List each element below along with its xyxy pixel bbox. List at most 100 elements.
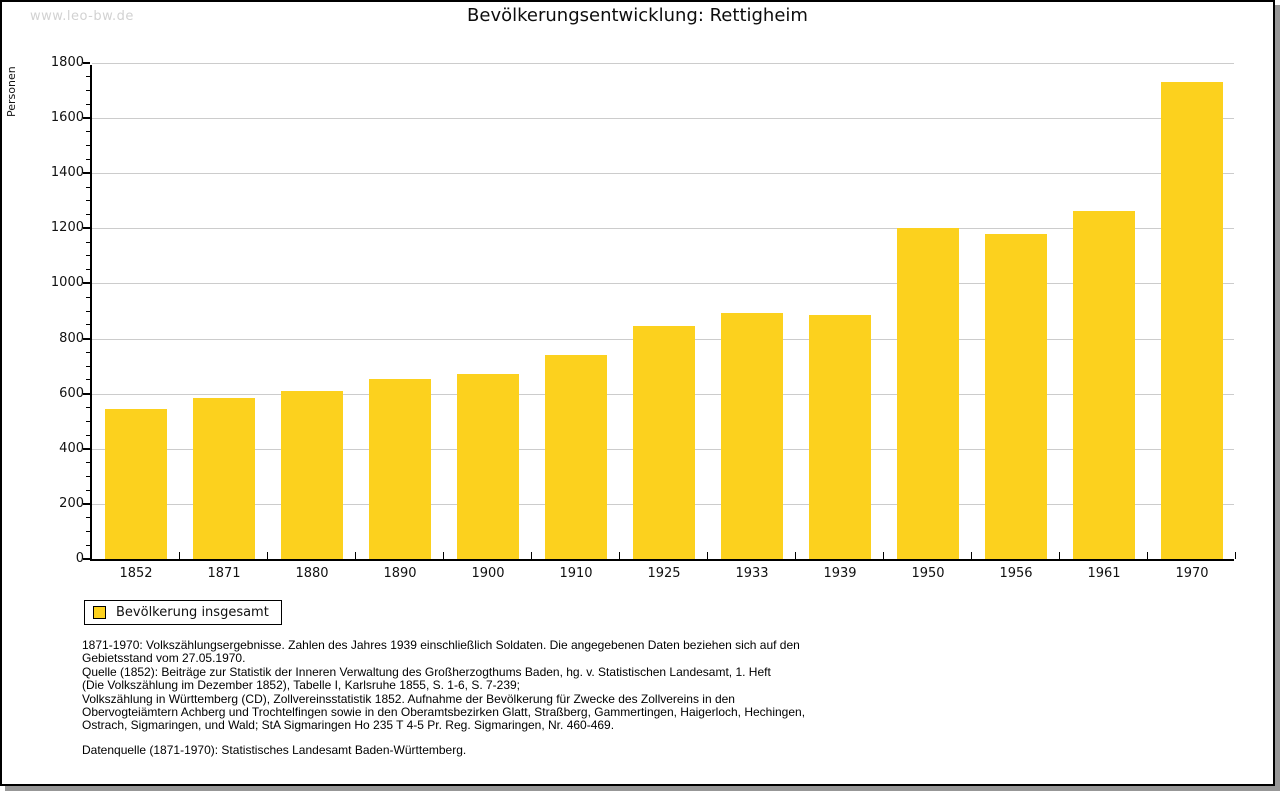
x-tick-label: 1925	[647, 566, 681, 581]
y-tick-label: 600	[59, 385, 84, 401]
y-tick-label: 0	[75, 551, 84, 566]
datasource-line: Datenquelle (1871-1970): Statistisches L…	[82, 743, 467, 757]
y-minor-tick	[86, 158, 90, 160]
x-tick-label: 1933	[735, 566, 769, 581]
footnote-line: Quelle (1852): Beiträge zur Statistik de…	[82, 664, 771, 679]
y-minor-tick	[86, 214, 90, 216]
footnote-line: Gebietsstand vom 27.05.1970.	[82, 651, 246, 666]
gridline	[92, 63, 1234, 64]
bar	[1161, 82, 1223, 559]
y-minor-tick	[86, 434, 90, 436]
x-boundary-tick	[443, 552, 444, 559]
x-tick-label: 1939	[823, 566, 857, 581]
bar	[633, 325, 695, 559]
y-major-tick	[83, 62, 90, 64]
gridline	[92, 118, 1234, 120]
x-tick-label: 1961	[1087, 566, 1121, 581]
bar	[985, 233, 1047, 559]
x-boundary-tick	[1059, 552, 1060, 559]
footnote-line: (Die Volkszählung im Dezember 1852), Tab…	[82, 678, 521, 693]
footnote-line: Volkszählung in Württemberg (CD), Zollve…	[82, 691, 735, 706]
y-tick-label: 1600	[50, 110, 84, 126]
x-tick-label: 1970	[1175, 566, 1209, 581]
footnote-line: 1871-1970: Volkszählungsergebnisse. Zahl…	[82, 638, 800, 652]
bar	[105, 408, 167, 559]
y-major-tick	[83, 282, 90, 285]
y-minor-tick	[86, 475, 90, 477]
y-minor-tick	[86, 517, 90, 519]
y-minor-tick	[86, 379, 90, 381]
y-major-tick	[83, 172, 90, 175]
x-boundary-tick	[179, 552, 180, 559]
bar	[1073, 210, 1135, 559]
bar	[721, 313, 783, 559]
y-minor-tick	[86, 310, 90, 312]
y-minor-tick	[86, 90, 90, 92]
x-tick-label: 1956	[999, 566, 1033, 581]
y-minor-tick	[86, 296, 90, 298]
y-tick-label: 1200	[50, 220, 84, 236]
footnote-line: Ostrach, Sigmaringen, und Wald; StA Sigm…	[82, 718, 615, 733]
y-minor-tick	[86, 365, 90, 367]
bar	[281, 390, 343, 559]
y-minor-tick	[86, 186, 90, 188]
y-minor-tick	[86, 462, 90, 464]
x-boundary-tick	[531, 552, 532, 559]
x-boundary-tick	[707, 552, 708, 559]
legend-box: Bevölkerung insgesamt	[84, 600, 282, 625]
x-tick-label: 1871	[207, 566, 241, 581]
y-major-tick	[83, 337, 90, 340]
y-minor-tick	[86, 351, 90, 353]
y-major-tick	[83, 558, 90, 560]
watermark: www.leo-bw.de	[30, 9, 134, 24]
x-boundary-tick	[619, 552, 620, 559]
y-tick-label: 400	[59, 440, 84, 456]
x-boundary-tick	[1235, 552, 1236, 559]
gridline	[92, 283, 1234, 285]
y-minor-tick	[86, 200, 90, 202]
x-boundary-tick	[883, 552, 884, 559]
y-minor-tick	[86, 76, 90, 78]
x-tick-label: 1950	[911, 566, 945, 581]
x-boundary-tick	[267, 552, 268, 559]
y-tick-label: 200	[59, 495, 84, 511]
y-axis-title: Personen	[5, 66, 18, 117]
y-major-tick	[83, 117, 90, 120]
y-minor-tick	[86, 103, 90, 105]
y-minor-tick	[86, 255, 90, 257]
x-boundary-tick	[355, 552, 356, 559]
gridline	[92, 173, 1234, 175]
bar	[545, 355, 607, 559]
y-minor-tick	[86, 530, 90, 532]
bar	[193, 397, 255, 559]
gridline	[92, 228, 1234, 230]
bar	[457, 374, 519, 559]
y-tick-label: 1400	[50, 165, 84, 181]
y-minor-tick	[86, 241, 90, 243]
x-tick-label: 1900	[471, 566, 505, 581]
legend-label: Bevölkerung insgesamt	[116, 605, 269, 620]
x-tick-label: 1890	[383, 566, 417, 581]
footnotes: 1871-1970: Volkszählungsergebnisse. Zahl…	[82, 638, 806, 733]
legend-swatch-icon	[93, 606, 106, 619]
x-tick-label: 1852	[119, 566, 153, 581]
y-major-tick	[83, 227, 90, 230]
x-tick-label: 1880	[295, 566, 329, 581]
y-minor-tick	[86, 131, 90, 133]
y-minor-tick	[86, 145, 90, 147]
y-minor-tick	[86, 489, 90, 491]
y-minor-tick	[86, 544, 90, 546]
x-boundary-tick	[971, 552, 972, 559]
bar	[897, 228, 959, 559]
y-tick-label: 1000	[50, 275, 84, 291]
bar	[809, 314, 871, 559]
y-minor-tick	[86, 324, 90, 326]
y-major-tick	[83, 502, 90, 505]
x-tick-label: 1910	[559, 566, 593, 581]
footnote-line: Obervogteiämtern Achberg und Trochtelfin…	[82, 705, 806, 720]
x-boundary-tick	[795, 552, 796, 559]
x-boundary-tick	[1147, 552, 1148, 559]
y-minor-tick	[86, 406, 90, 408]
chart-title: Bevölkerungsentwicklung: Rettigheim	[467, 5, 808, 26]
